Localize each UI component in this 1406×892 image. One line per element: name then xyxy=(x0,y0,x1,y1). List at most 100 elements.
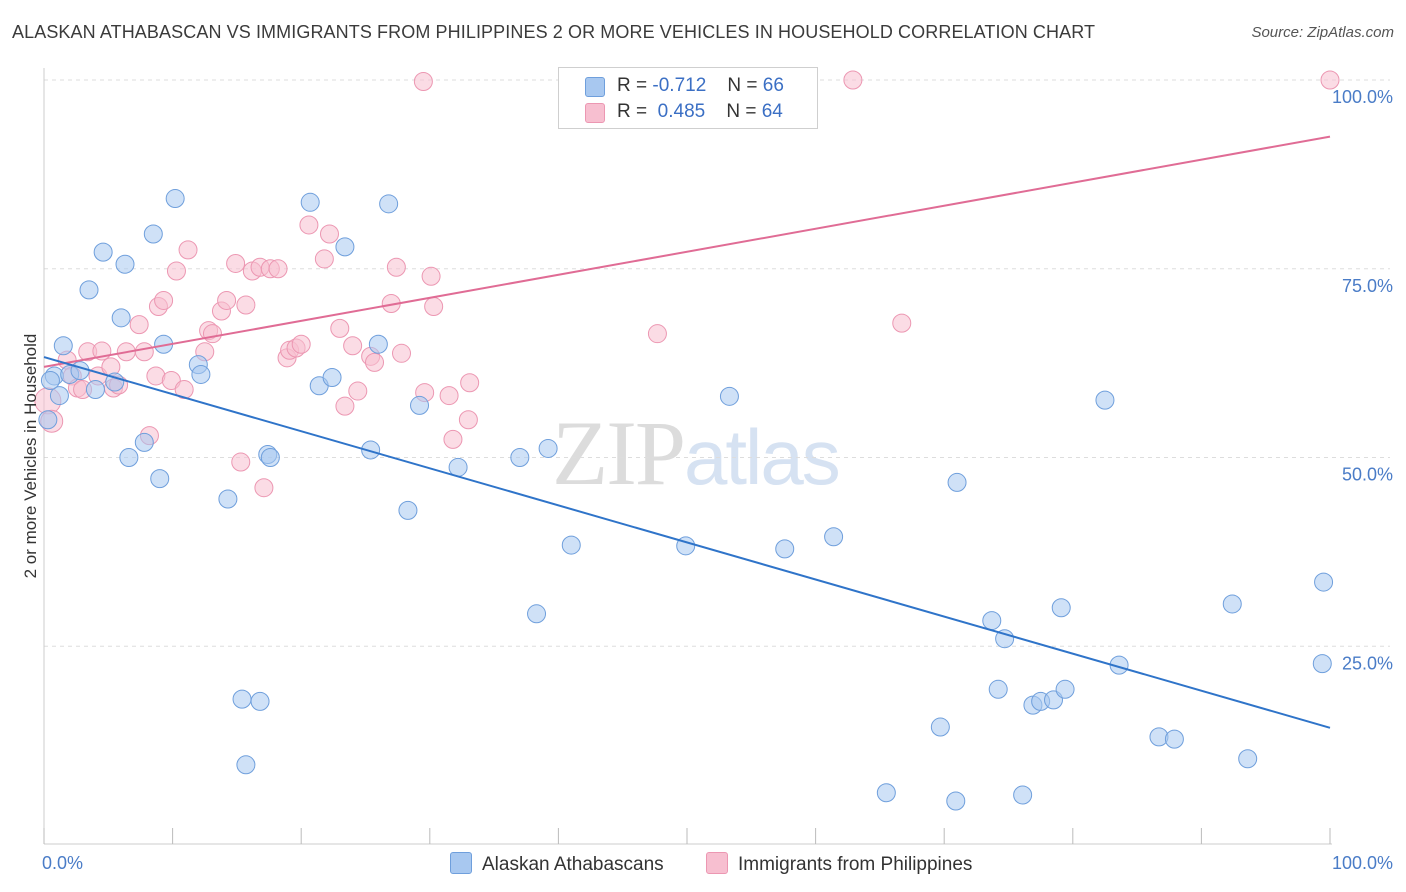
data-point-athabascan xyxy=(1013,785,1033,805)
bottom-legend-athabascan: Alaskan Athabascans xyxy=(450,852,664,876)
data-point-athabascan xyxy=(1312,654,1332,674)
bottom-legend-swatch-pink xyxy=(706,852,728,874)
data-point-philippines xyxy=(134,342,154,362)
data-point-athabascan xyxy=(218,489,238,509)
data-point-athabascan xyxy=(1222,594,1242,614)
data-point-philippines xyxy=(174,380,194,400)
trend-lines xyxy=(43,135,1331,729)
chart-title: ALASKAN ATHABASCAN VS IMMIGRANTS FROM PH… xyxy=(12,22,1096,42)
y-axis-label: 2 or more Vehicles in Household xyxy=(21,334,40,579)
legend-swatch-pink xyxy=(585,103,605,123)
bottom-legend-philippines: Immigrants from Philippines xyxy=(706,852,972,876)
data-point-athabascan xyxy=(40,370,60,390)
data-point-philippines xyxy=(843,70,863,90)
data-point-athabascan xyxy=(947,472,967,492)
data-point-athabascan xyxy=(876,783,896,803)
data-point-athabascan xyxy=(165,189,185,209)
data-point-philippines xyxy=(413,72,433,92)
data-point-philippines xyxy=(647,324,667,344)
data-point-philippines xyxy=(226,253,246,273)
data-point-philippines xyxy=(268,259,288,279)
data-point-athabascan xyxy=(719,386,739,406)
data-point-philippines xyxy=(365,352,385,372)
data-point-philippines xyxy=(178,240,198,260)
legend-r-label: R = xyxy=(617,75,648,96)
data-point-athabascan xyxy=(49,386,69,406)
data-point-philippines xyxy=(458,410,478,430)
data-point-philippines xyxy=(443,429,463,449)
data-point-athabascan xyxy=(527,604,547,624)
data-point-athabascan xyxy=(111,308,131,328)
data-point-athabascan xyxy=(379,194,399,214)
series-philippines-points xyxy=(34,70,1340,498)
data-point-athabascan xyxy=(1051,598,1071,618)
data-point-philippines xyxy=(217,290,237,310)
data-point-athabascan xyxy=(232,689,252,709)
trend-line-philippines xyxy=(43,135,1331,368)
data-point-athabascan xyxy=(322,367,342,387)
data-point-athabascan xyxy=(561,535,581,555)
data-point-philippines xyxy=(424,297,444,316)
data-point-philippines xyxy=(330,318,350,338)
data-point-athabascan xyxy=(988,679,1008,699)
data-point-athabascan xyxy=(824,527,844,547)
data-point-athabascan xyxy=(70,361,90,381)
data-point-athabascan xyxy=(930,717,950,737)
data-point-philippines xyxy=(202,324,222,344)
data-point-athabascan xyxy=(1164,729,1184,749)
data-point-athabascan xyxy=(250,691,270,711)
legend-r-value: 0.485 xyxy=(657,101,706,122)
data-point-athabascan xyxy=(115,254,135,274)
legend-n-label: N = xyxy=(726,101,757,122)
data-point-philippines xyxy=(1320,70,1340,90)
data-point-philippines xyxy=(231,452,251,472)
data-point-philippines xyxy=(460,373,480,393)
tick-labels: 25.0% 50.0% 75.0% 100.0% 0.0% 100.0% xyxy=(42,87,1393,873)
data-point-athabascan xyxy=(538,438,558,458)
y-tick-label: 75.0% xyxy=(1342,276,1393,296)
y-tick-label: 50.0% xyxy=(1342,465,1393,485)
data-point-philippines xyxy=(439,386,459,406)
data-point-philippines xyxy=(161,370,181,390)
legend-r-label: R = xyxy=(617,101,648,122)
bottom-legend-label: Immigrants from Philippines xyxy=(738,854,973,875)
data-point-athabascan xyxy=(1095,390,1115,410)
data-point-philippines xyxy=(299,215,319,235)
data-point-athabascan xyxy=(143,224,163,244)
data-point-philippines xyxy=(892,313,912,333)
data-point-athabascan xyxy=(510,448,530,467)
legend-n-value: 64 xyxy=(761,101,783,122)
y-tick-label: 25.0% xyxy=(1342,653,1393,673)
data-point-athabascan xyxy=(398,500,418,520)
data-point-athabascan xyxy=(85,380,105,400)
data-point-athabascan xyxy=(119,448,139,467)
data-point-athabascan xyxy=(361,440,381,460)
data-point-philippines xyxy=(154,290,174,310)
data-point-philippines xyxy=(166,261,186,281)
data-point-philippines xyxy=(392,343,412,363)
legend-r-value: -0.712 xyxy=(652,75,707,96)
data-point-athabascan xyxy=(1238,749,1258,769)
series-athabascan-points xyxy=(38,189,1334,811)
data-point-philippines xyxy=(291,334,311,354)
data-point-athabascan xyxy=(775,539,795,559)
x-tick-label: 0.0% xyxy=(42,853,83,873)
legend-n-label: N = xyxy=(727,75,758,96)
bottom-legend-label: Alaskan Athabascans xyxy=(482,854,664,875)
data-point-athabascan xyxy=(236,755,256,775)
legend-swatch-blue xyxy=(585,77,605,97)
data-point-athabascan xyxy=(105,372,125,392)
data-point-athabascan xyxy=(260,448,280,467)
data-point-athabascan xyxy=(410,395,430,415)
data-point-athabascan xyxy=(300,192,320,212)
x-tick-label: 100.0% xyxy=(1332,853,1393,873)
axes xyxy=(43,68,1332,845)
data-point-athabascan xyxy=(335,237,355,257)
data-point-philippines xyxy=(343,336,363,356)
data-point-philippines xyxy=(348,381,368,401)
data-point-athabascan xyxy=(946,791,966,811)
data-point-athabascan xyxy=(368,334,388,354)
legend-n-value: 66 xyxy=(762,75,784,96)
data-point-athabascan xyxy=(93,242,113,262)
watermark-zip: ZIP xyxy=(552,402,686,504)
